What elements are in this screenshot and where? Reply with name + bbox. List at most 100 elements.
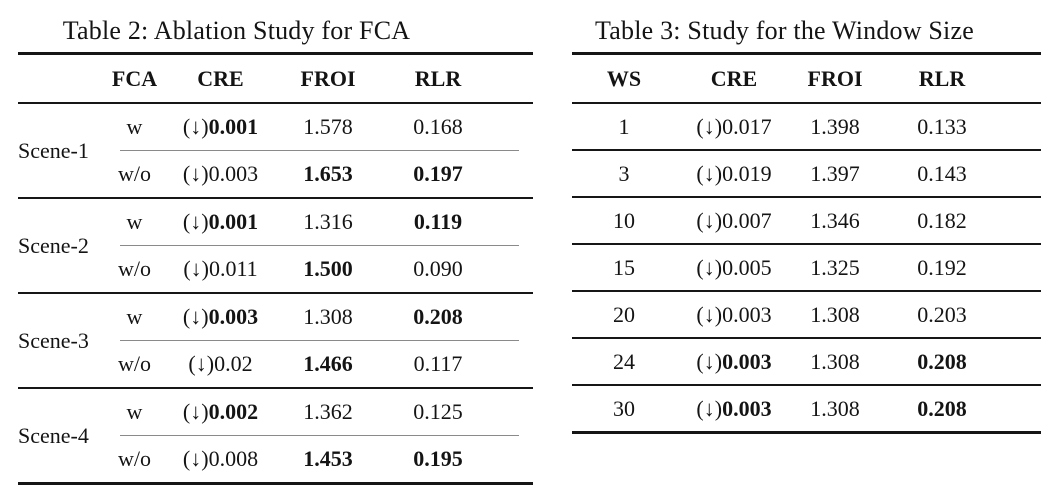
cre-value: 0.003 — [722, 301, 772, 327]
table3-window-size-study: Table 3: Study for the Window Size WS CR… — [572, 10, 1041, 434]
table3-row-rule — [572, 243, 1041, 245]
down-arrow-icon: (↓) — [182, 399, 209, 424]
table-row: 24 (↓) 0.003 1.308 0.208 — [572, 339, 1041, 384]
froi-cell: 1.578 — [303, 114, 353, 139]
table2-top-rule — [18, 52, 533, 55]
cre-cell: (↓) 0.003 — [676, 339, 792, 384]
table2-caption: Table 2: Ablation Study for FCA — [62, 16, 411, 45]
rlr-cell: 0.182 — [917, 207, 967, 233]
rlr-cell: 0.197 — [413, 161, 463, 186]
table3-header-row: WS CRE FROI RLR — [572, 55, 1041, 102]
fca-cell: w/o — [118, 446, 151, 471]
down-arrow-icon: (↓) — [696, 160, 723, 186]
cre-value: 0.003 — [722, 395, 772, 421]
cre-cell: (↓) 0.001 — [163, 104, 278, 150]
table2-header-row: FCA CRE FROI RLR — [18, 55, 533, 102]
table3-bottom-rule — [572, 431, 1041, 434]
rlr-cell: 0.203 — [917, 301, 967, 327]
table3-caption: Table 3: Study for the Window Size — [595, 16, 974, 45]
table2-group-scene-1: Scene-1 w (↓) 0.001 1.578 0.168 w/o (↓) 0.… — [18, 104, 533, 197]
table-row: 10 (↓) 0.007 1.346 0.182 — [572, 198, 1041, 243]
table-row: w (↓) 0.002 1.362 0.125 — [106, 389, 533, 435]
cre-value: 0.001 — [208, 114, 259, 139]
fca-cell: w/o — [118, 256, 151, 281]
table3-header-ws: WS — [606, 65, 642, 91]
cre-cell: (↓) 0.003 — [163, 294, 278, 340]
scene-label: Scene-2 — [18, 232, 89, 258]
rlr-cell: 0.195 — [413, 446, 463, 471]
down-arrow-icon: (↓) — [696, 207, 723, 233]
froi-cell: 1.453 — [303, 446, 353, 471]
froi-cell: 1.316 — [303, 209, 353, 234]
froi-cell: 1.397 — [810, 160, 860, 186]
table-row: 1 (↓) 0.017 1.398 0.133 — [572, 104, 1041, 149]
ws-cell: 15 — [613, 254, 635, 280]
table2-group-scene-3: Scene-3 w (↓) 0.003 1.308 0.208 w/o (↓) 0.… — [18, 294, 533, 387]
fca-cell: w — [126, 399, 143, 424]
ws-cell: 10 — [613, 207, 635, 233]
table3-row-rule — [572, 337, 1041, 339]
cre-cell: (↓) 0.011 — [163, 246, 278, 292]
table2-scene-rule — [18, 292, 533, 294]
table3-row-rule — [572, 149, 1041, 151]
table3-header-cre: CRE — [710, 65, 758, 91]
rlr-cell: 0.208 — [917, 348, 967, 374]
cre-value: 0.017 — [722, 113, 772, 139]
cre-value: 0.02 — [214, 351, 253, 376]
scene-label: Scene-3 — [18, 327, 89, 353]
fca-cell: w — [126, 114, 143, 139]
table2-header-spacer — [18, 55, 106, 102]
froi-cell: 1.362 — [303, 399, 353, 424]
table2-scene-rule — [18, 387, 533, 389]
table-row: w/o (↓) 0.011 1.500 0.090 — [106, 246, 533, 292]
table3-header-rlr: RLR — [918, 65, 966, 91]
ws-cell: 3 — [618, 160, 630, 186]
cre-value: 0.011 — [208, 256, 258, 281]
down-arrow-icon: (↓) — [182, 114, 209, 139]
cre-value: 0.003 — [722, 348, 772, 374]
down-arrow-icon: (↓) — [182, 446, 209, 471]
froi-cell: 1.308 — [810, 395, 860, 421]
table-row: 30 (↓) 0.003 1.308 0.208 — [572, 386, 1041, 431]
down-arrow-icon: (↓) — [696, 395, 723, 421]
froi-cell: 1.346 — [810, 207, 860, 233]
froi-cell: 1.325 — [810, 254, 860, 280]
ws-cell: 30 — [613, 395, 635, 421]
rlr-cell: 0.208 — [917, 395, 967, 421]
froi-cell: 1.308 — [810, 348, 860, 374]
table-row: 3 (↓) 0.019 1.397 0.143 — [572, 151, 1041, 196]
ws-cell: 20 — [613, 301, 635, 327]
cre-cell: (↓) 0.007 — [676, 198, 792, 243]
down-arrow-icon: (↓) — [696, 301, 723, 327]
cre-cell: (↓) 0.019 — [676, 151, 792, 196]
scene-label: Scene-1 — [18, 137, 89, 163]
table3-header-rule — [572, 102, 1041, 104]
group-divider-line — [120, 245, 519, 246]
table2-group-scene-2: Scene-2 w (↓) 0.001 1.316 0.119 w/o (↓) 0.… — [18, 199, 533, 292]
scene-label: Scene-4 — [18, 422, 89, 448]
rlr-cell: 0.119 — [413, 209, 463, 234]
froi-cell: 1.308 — [810, 301, 860, 327]
table3-row-rule — [572, 384, 1041, 386]
down-arrow-icon: (↓) — [183, 256, 209, 281]
froi-cell: 1.500 — [303, 256, 353, 281]
down-arrow-icon: (↓) — [696, 348, 723, 374]
cre-value: 0.019 — [722, 160, 772, 186]
down-arrow-icon: (↓) — [182, 209, 209, 234]
rlr-cell: 0.192 — [917, 254, 967, 280]
ws-cell: 24 — [613, 348, 635, 374]
cre-cell: (↓) 0.002 — [163, 389, 278, 435]
table2-group-scene-4: Scene-4 w (↓) 0.002 1.362 0.125 w/o (↓) 0.… — [18, 389, 533, 482]
cre-value: 0.003 — [208, 304, 259, 329]
table-row: 20 (↓) 0.003 1.308 0.203 — [572, 292, 1041, 337]
down-arrow-icon: (↓) — [188, 351, 215, 376]
table2-header-fca: FCA — [111, 65, 158, 91]
cre-cell: (↓) 0.003 — [163, 151, 278, 197]
table-row: w/o (↓) 0.003 1.653 0.197 — [106, 151, 533, 197]
table2-header-froi: FROI — [300, 65, 356, 91]
froi-cell: 1.308 — [303, 304, 353, 329]
cre-value: 0.005 — [722, 254, 772, 280]
table-row: w (↓) 0.001 1.578 0.168 — [106, 104, 533, 150]
rlr-cell: 0.117 — [413, 351, 463, 376]
